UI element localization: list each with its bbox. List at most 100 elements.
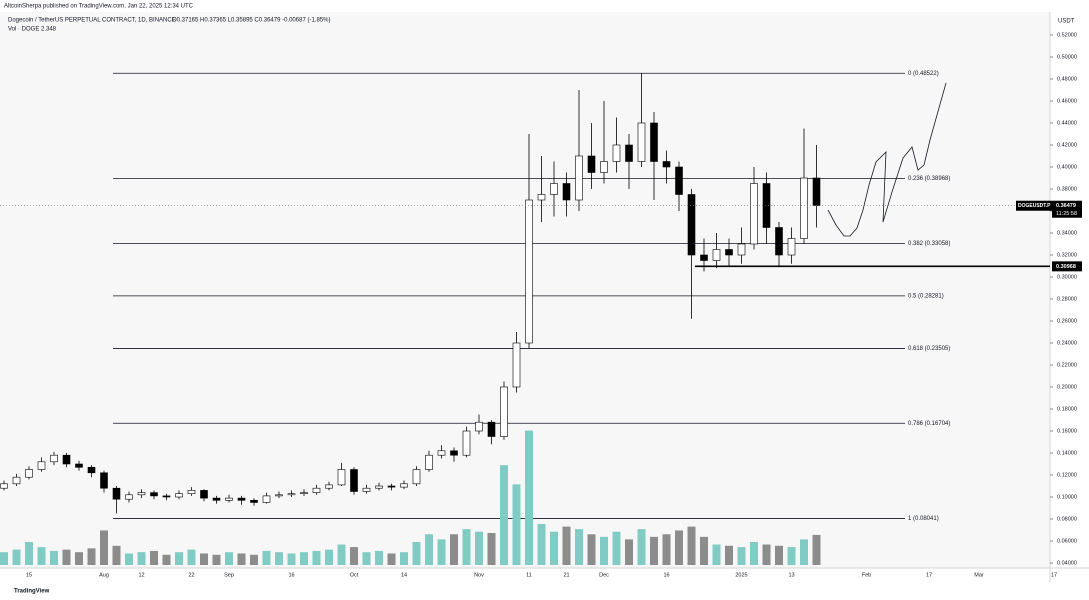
candle-body: [400, 483, 408, 488]
candle-body: [250, 499, 258, 503]
volume-bar: [512, 484, 521, 565]
volume-bar: [500, 465, 508, 565]
x-tick-label: 12: [138, 572, 144, 578]
candle-body: [712, 249, 721, 261]
volume-bar: [337, 544, 346, 565]
y-tick-label: 0.32000: [1057, 252, 1077, 258]
volume-bar: [637, 529, 646, 565]
candle-body: [375, 485, 383, 489]
candle-body: [150, 492, 158, 497]
candle-body: [125, 494, 133, 500]
support-tag-label: 0.30968: [1056, 264, 1076, 270]
y-tick-label: 0.34000: [1057, 230, 1077, 236]
fib-label: 1 (0.08041): [908, 516, 939, 522]
y-tick-label: 0.10000: [1057, 494, 1077, 500]
fib-label: 0 (0.48522): [908, 71, 939, 77]
countdown-label: 11:25:58: [1056, 211, 1077, 217]
volume-bar: [625, 539, 633, 565]
volume-bar: [662, 534, 671, 565]
fib-label: 0.5 (0.28281): [908, 293, 944, 299]
candle-body: [787, 238, 796, 256]
ohlc-readout: O0.37165 H0.37365 L0.35895 C0.36479 -0.0…: [172, 18, 330, 24]
support-tag: [1052, 261, 1082, 272]
candle-body: [525, 199, 533, 344]
x-tick-label: 16: [288, 572, 294, 578]
volume-bar: [287, 553, 296, 565]
volume-bar: [150, 550, 158, 565]
y-tick-label: 0.42000: [1057, 142, 1077, 148]
x-tick-label: 15: [26, 572, 32, 578]
candle-body: [100, 472, 108, 489]
x-tick-label: 17: [1051, 572, 1057, 578]
candle-body: [325, 484, 333, 489]
candle-body: [225, 497, 233, 501]
x-tick-label: Mar: [974, 572, 984, 578]
candle-body: [600, 161, 608, 173]
candle-body: [287, 493, 296, 496]
candle-body: [437, 450, 446, 456]
volume-bar: [250, 554, 258, 565]
volume-bar: [487, 533, 496, 565]
volume-bar: [12, 549, 21, 565]
candle-body: [312, 487, 321, 493]
volume-bar: [200, 553, 208, 565]
volume-bar: [87, 548, 96, 565]
candle-body: [62, 454, 71, 465]
volume-bar: [312, 550, 321, 565]
y-tick-label: 0.26000: [1057, 318, 1077, 324]
candle-body: [387, 485, 396, 488]
y-tick-label: 0.08000: [1057, 516, 1077, 522]
candle-body: [625, 144, 633, 162]
volume-bar: [362, 552, 371, 565]
volume-bar: [675, 530, 683, 565]
volume-bar: [762, 544, 771, 565]
volume-bar: [575, 529, 583, 565]
x-tick-label: 16: [663, 572, 669, 578]
x-tick-label: 17: [926, 572, 932, 578]
volume-bar: [737, 547, 746, 565]
volume-bar: [37, 547, 46, 565]
volume-bar: [412, 541, 421, 565]
y-tick-label: 0.14000: [1057, 450, 1077, 456]
candle-body: [200, 490, 208, 499]
candle-body: [475, 421, 483, 432]
symbol-title: Dogecoin / TetherUS PERPETUAL CONTRACT, …: [8, 18, 176, 24]
y-tick-label: 0.40000: [1057, 164, 1077, 170]
volume-bar: [300, 552, 308, 565]
candle-body: [50, 454, 58, 463]
candle-body: [800, 177, 808, 239]
last-price-label: 0.36479: [1056, 203, 1076, 209]
candle-body: [562, 183, 571, 201]
y-tick-label: 0.44000: [1057, 120, 1077, 126]
volume-bar: [450, 534, 458, 565]
candle-body: [75, 463, 83, 468]
volume-bar: [587, 534, 596, 565]
candle-body: [812, 177, 821, 206]
candle-body: [187, 490, 196, 494]
candle-body: [425, 454, 433, 470]
volume-bar: [462, 529, 471, 565]
volume-bar: [537, 524, 546, 565]
volume-bar: [525, 430, 533, 565]
volume-bar: [375, 550, 383, 565]
volume-bar: [750, 541, 758, 565]
candle-body: [487, 421, 496, 437]
candle-body: [300, 492, 308, 495]
volume-bar: [125, 553, 133, 565]
candle-body: [37, 461, 46, 470]
candle-body: [412, 469, 421, 485]
volume-bar: [75, 552, 83, 565]
candle-body: [275, 494, 283, 497]
candle-body: [700, 254, 708, 261]
x-tick-label: 2025: [735, 572, 747, 578]
volume-bar: [687, 526, 696, 565]
volume-bar: [325, 549, 333, 565]
candle-body: [612, 144, 621, 162]
candle-body: [775, 227, 783, 256]
x-tick-label: Sep: [224, 572, 234, 578]
volume-bar: [0, 552, 8, 565]
volume-bar: [100, 530, 108, 565]
y-tick-label: 0.22000: [1057, 362, 1077, 368]
y-tick-label: 0.16000: [1057, 428, 1077, 434]
